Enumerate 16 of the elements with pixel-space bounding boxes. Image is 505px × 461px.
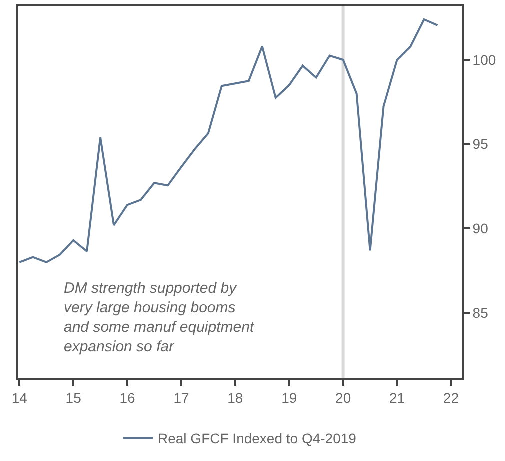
y-tick-label: 90: [472, 220, 489, 237]
x-tick-label: 16: [120, 390, 136, 406]
y-tick-label: 85: [472, 304, 489, 321]
x-tick-label: 18: [228, 390, 244, 406]
y-tick-label: 95: [472, 136, 489, 152]
x-tick-label: 22: [443, 390, 460, 406]
y-tick-label: 100: [472, 52, 496, 68]
x-tick-label: 17: [174, 390, 190, 406]
x-tick-label: 21: [389, 390, 406, 406]
x-tick-label: 19: [282, 390, 298, 406]
line-series: [18, 18, 439, 264]
x-tick-label: 14: [12, 390, 28, 406]
x-tick-label: 15: [66, 390, 82, 406]
x-tick-label: 20: [336, 390, 352, 406]
annotation: DM strength supported by very large housing booms and some manuf equiptment expansion so far: [64, 280, 255, 356]
legend-label: Real GFCF Indexed to Q4-2019: [158, 430, 357, 447]
